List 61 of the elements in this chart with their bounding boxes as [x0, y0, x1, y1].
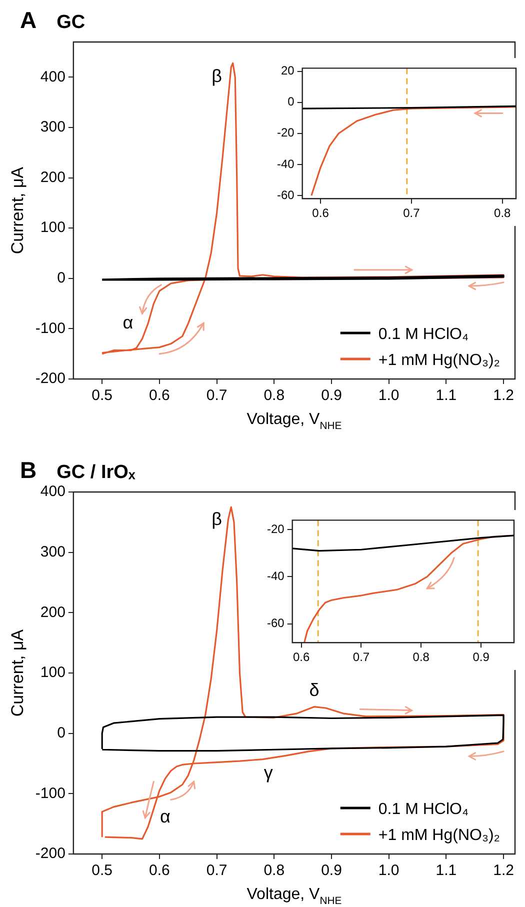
y-tick-label: -100 — [35, 784, 66, 802]
y-tick-label: 400 — [40, 483, 66, 500]
x-tick-label: 0.8 — [494, 206, 512, 220]
y-tick-label: 400 — [40, 68, 66, 86]
x-tick-label: 0.7 — [206, 862, 228, 880]
annotation: β — [212, 66, 222, 86]
y-tick-label: 300 — [40, 118, 66, 136]
annotation: γ — [264, 762, 273, 783]
y-tick-label: 20 — [280, 64, 295, 78]
x-tick-label: 0.7 — [403, 206, 420, 220]
y-tick-label: 100 — [40, 219, 66, 236]
x-tick-label: 0.6 — [292, 650, 310, 664]
y-tick-label: -40 — [267, 569, 285, 584]
y-tick-label: 200 — [40, 168, 66, 186]
legend-label: 0.1 M HClO₄ — [378, 801, 468, 818]
x-tick-label: 1.1 — [436, 387, 457, 404]
x-tick-label: 0.5 — [92, 862, 113, 880]
x-tick-label: 0.7 — [352, 650, 370, 664]
y-tick-label: -60 — [277, 188, 295, 202]
y-tick-label: 200 — [40, 604, 66, 621]
legend-label: +1 mM Hg(NO₃)₂ — [378, 827, 500, 844]
chart-title: GC — [56, 12, 86, 33]
legend-label: +1 mM Hg(NO₃)₂ — [378, 352, 500, 369]
x-tick-label: 0.8 — [264, 862, 285, 880]
y-axis-title: Current, μA — [8, 628, 27, 717]
annotation: δ — [309, 680, 320, 700]
x-tick-label: 0.5 — [92, 387, 113, 404]
x-tick-label: 1.0 — [378, 387, 400, 404]
text: B — [20, 457, 37, 483]
x-tick-label: 0.9 — [472, 650, 490, 664]
y-tick-label: -40 — [277, 156, 295, 171]
chart-title: GC / IrOₓ — [56, 462, 136, 483]
y-tick-label: -60 — [267, 616, 285, 630]
y-tick-label: 300 — [40, 543, 66, 560]
y-tick-label: 0 — [57, 270, 66, 287]
y-tick-label: -20 — [277, 126, 295, 140]
x-tick-label: 0.6 — [312, 206, 330, 220]
x-tick-label: 0.9 — [321, 387, 342, 404]
x-tick-label: 0.6 — [149, 387, 170, 404]
y-tick-label: 0 — [288, 94, 295, 109]
y-tick-label: -200 — [35, 845, 66, 862]
x-tick-label: 1.0 — [378, 862, 400, 880]
annotation: β — [212, 509, 222, 530]
x-tick-label: 0.7 — [206, 387, 228, 404]
y-axis-title: Current, μA — [8, 166, 27, 254]
y-tick-label: -20 — [267, 522, 285, 536]
y-tick-label: 100 — [40, 664, 66, 682]
y-tick-label: -200 — [35, 370, 66, 388]
annotation: α — [122, 312, 134, 333]
y-tick-label: 0 — [57, 724, 66, 742]
x-tick-label: 1.1 — [436, 862, 457, 880]
legend-label: 0.1 M HClO₄ — [378, 326, 468, 343]
y-tick-label: -100 — [35, 320, 66, 337]
x-tick-label: 0.9 — [321, 862, 342, 880]
x-tick-label: 0.6 — [149, 862, 170, 880]
x-tick-label: 1.2 — [493, 387, 514, 404]
text: A — [20, 7, 37, 33]
x-tick-label: 1.2 — [493, 862, 514, 880]
annotation: α — [160, 806, 170, 827]
x-tick-label: 0.8 — [412, 650, 430, 664]
x-tick-label: 0.8 — [264, 387, 285, 404]
